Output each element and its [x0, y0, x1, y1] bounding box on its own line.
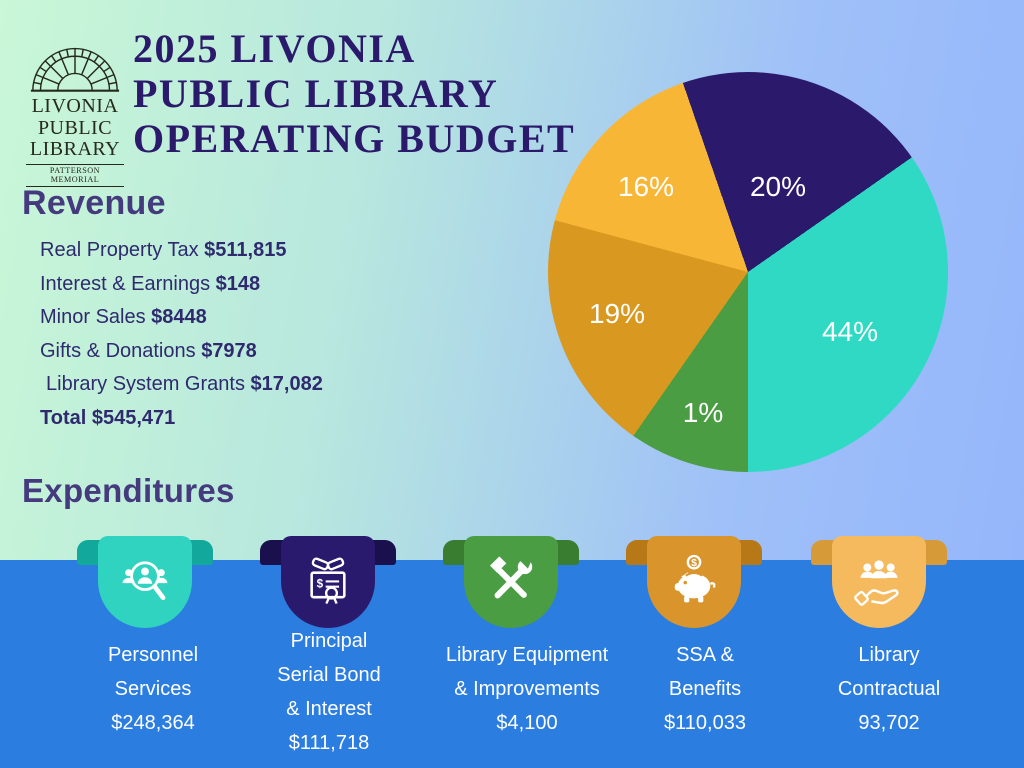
- revenue-item-value: $545,471: [91, 406, 176, 429]
- revenue-item-label: Interest & Earnings: [40, 272, 211, 295]
- expenditure-amount: $248,364: [111, 712, 195, 734]
- expenditure-amount: 93,702: [858, 712, 920, 734]
- pie-slice-label: 19%: [588, 298, 646, 329]
- revenue-item: Minor Sales $8448: [40, 301, 323, 335]
- svg-text:$: $: [317, 577, 324, 590]
- expenditure-line: Contractual: [837, 678, 941, 700]
- revenue-item-label: Total: [40, 406, 87, 429]
- expenditure-line: Serial Bond: [277, 664, 381, 686]
- expenditures-heading: Expenditures: [22, 472, 235, 509]
- revenue-item-value: $511,815: [204, 239, 287, 261]
- revenue-item-value: $7978: [201, 339, 257, 362]
- revenue-item-label: Minor Sales: [40, 306, 146, 328]
- pie-slice-label: 20%: [749, 171, 807, 202]
- page-title-line: OPERATING BUDGET: [133, 116, 576, 161]
- pie-slice-label: 1%: [682, 397, 724, 428]
- expenditure-label-equipment: Library Equipment & Improvements $4,100: [417, 638, 637, 740]
- expenditure-amount: $4,100: [496, 712, 558, 734]
- budget-pie-chart: 20% 44% 1% 19% 16%: [548, 72, 948, 472]
- revenue-item: Interest & Earnings $148: [40, 268, 323, 302]
- revenue-item-value: $8448: [151, 306, 207, 328]
- revenue-total: Total $545,471: [40, 402, 323, 436]
- ribbon-badge-personnel: [77, 536, 213, 628]
- expenditure-amount: $111,718: [288, 732, 370, 754]
- people-magnifier-icon: [122, 561, 168, 601]
- piggy-bank-icon: $: [674, 554, 716, 603]
- expenditure-label-contractual: Library Contractual 93,702: [779, 638, 999, 740]
- revenue-list: Real Property Tax $511,815 Interest & Ea…: [40, 234, 323, 435]
- page-title: 2025 LIVONIA PUBLIC LIBRARY OPERATING BU…: [133, 26, 575, 161]
- expenditure-label-personnel: Personnel Services $248,364: [43, 638, 263, 740]
- expenditure-line: Library Equipment: [445, 644, 609, 666]
- expenditure-line: & Improvements: [454, 678, 600, 700]
- logo-text-line: LIVONIA: [31, 95, 119, 117]
- page-title-line: 2025 LIVONIA: [133, 26, 416, 71]
- pie-slice-label: 44%: [821, 316, 879, 347]
- expenditure-label-bond: Principal Serial Bond & Interest $111,71…: [219, 624, 439, 760]
- ribbon-badge-contractual: [811, 536, 947, 628]
- tools-icon: [490, 554, 535, 599]
- revenue-item-value: $148: [215, 272, 261, 295]
- logo-subtitle: PATTERSON MEMORIAL: [26, 163, 124, 187]
- svg-text:$: $: [691, 557, 697, 569]
- expenditure-line: Personnel: [107, 644, 199, 666]
- expenditure-line: & Interest: [286, 698, 372, 720]
- expenditure-line: Benefits: [668, 678, 742, 700]
- library-logo: LIVONIA PUBLIC LIBRARY PATTERSON MEMORIA…: [26, 28, 124, 187]
- logo-text-line: LIBRARY: [29, 138, 121, 160]
- fanlight-window-icon: [30, 47, 120, 92]
- revenue-item-value: $17,082: [250, 373, 323, 395]
- revenue-item-label: Library System Grants: [46, 373, 245, 395]
- revenue-item: Library System Grants $17,082: [40, 368, 323, 402]
- bond-certificate-icon: $: [310, 557, 346, 605]
- expenditure-line: Principal: [290, 630, 368, 652]
- revenue-item-label: Real Property Tax: [40, 239, 199, 261]
- people-hand-icon: [854, 560, 899, 606]
- revenue-heading: Revenue: [22, 184, 166, 222]
- revenue-item: Gifts & Donations $7978: [40, 335, 323, 369]
- revenue-item-label: Gifts & Donations: [40, 339, 196, 362]
- expenditure-line: Services: [114, 678, 192, 700]
- expenditure-line: SSA &: [676, 644, 734, 666]
- ribbon-badge-equipment: [443, 536, 579, 628]
- expenditure-line: Library: [858, 644, 920, 666]
- ribbon-badge-ssa: $: [626, 536, 762, 628]
- revenue-item: Real Property Tax $511,815: [40, 234, 323, 268]
- ribbon-badge-bond: $: [260, 536, 396, 628]
- page-title-line: PUBLIC LIBRARY: [133, 71, 499, 116]
- expenditure-amount: $110,033: [664, 712, 746, 734]
- pie-slice-label: 16%: [617, 171, 675, 202]
- logo-text-line: PUBLIC: [37, 116, 113, 139]
- expenditure-label-ssa: SSA & Benefits $110,033: [595, 638, 815, 740]
